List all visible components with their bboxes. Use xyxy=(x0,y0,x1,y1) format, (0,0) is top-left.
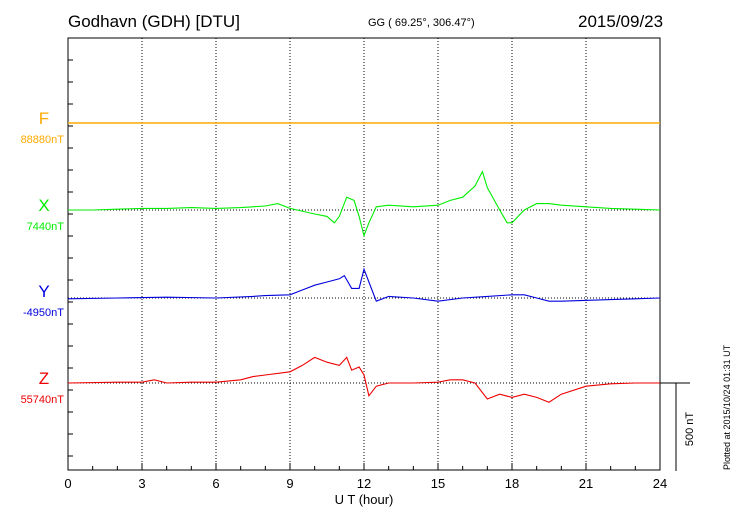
x-tick-label: 21 xyxy=(579,476,593,491)
series-line-x xyxy=(68,170,661,238)
series-name-x: X xyxy=(38,196,49,215)
series-line-y xyxy=(67,267,661,302)
x-tick-label: 12 xyxy=(357,476,371,491)
series-name-f: F xyxy=(39,109,49,128)
x-tick-label: 3 xyxy=(138,476,145,491)
series-baseline-x: 7440nT xyxy=(27,221,65,233)
series-baseline-y: -4950nT xyxy=(23,307,64,319)
x-axis-label: U T (hour) xyxy=(335,492,394,507)
x-tick-label: 0 xyxy=(64,476,71,491)
station-title: Godhavn (GDH) [DTU] xyxy=(68,12,240,31)
x-tick-label: 24 xyxy=(653,476,667,491)
x-tick-label: 15 xyxy=(431,476,445,491)
series-baseline-z: 55740nT xyxy=(21,394,65,406)
series-line-z xyxy=(67,356,660,403)
x-tick-label: 18 xyxy=(505,476,519,491)
series-name-y: Y xyxy=(38,282,49,301)
series-name-z: Z xyxy=(39,369,49,388)
station-coordinates: GG ( 69.25°, 306.47°) xyxy=(368,17,475,29)
scale-bar-label: 500 nT xyxy=(684,412,696,447)
x-tick-label: 6 xyxy=(212,476,219,491)
x-tick-label: 9 xyxy=(286,476,293,491)
plot-date: 2015/09/23 xyxy=(578,12,664,31)
series-baseline-f: 88880nT xyxy=(21,134,65,146)
